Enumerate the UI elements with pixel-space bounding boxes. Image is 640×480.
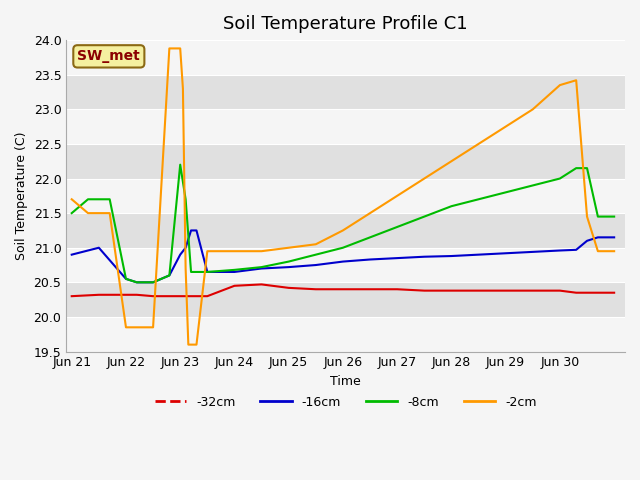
Bar bbox=[67, 40, 625, 75]
Bar bbox=[67, 282, 625, 317]
Bar bbox=[67, 317, 625, 351]
Text: SW_met: SW_met bbox=[77, 49, 140, 63]
Legend: -32cm, -16cm, -8cm, -2cm: -32cm, -16cm, -8cm, -2cm bbox=[150, 391, 541, 414]
Y-axis label: Soil Temperature (C): Soil Temperature (C) bbox=[15, 132, 28, 260]
Bar bbox=[67, 213, 625, 248]
Bar bbox=[67, 179, 625, 213]
Bar bbox=[67, 109, 625, 144]
Bar bbox=[67, 248, 625, 282]
Bar bbox=[67, 144, 625, 179]
X-axis label: Time: Time bbox=[330, 375, 361, 388]
Bar bbox=[67, 75, 625, 109]
Title: Soil Temperature Profile C1: Soil Temperature Profile C1 bbox=[223, 15, 468, 33]
